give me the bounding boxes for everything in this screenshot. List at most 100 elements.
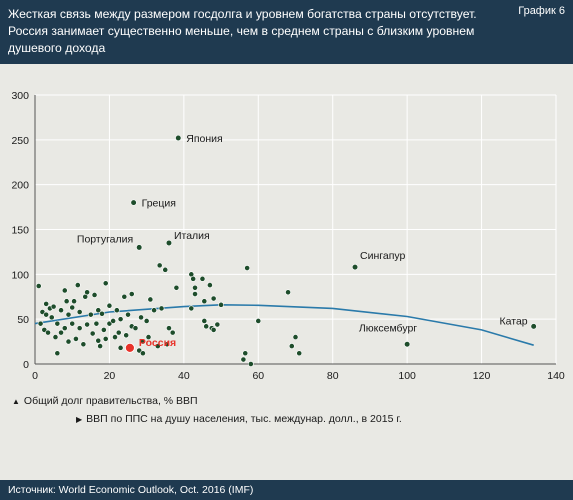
y-tick-label: 150	[11, 225, 29, 237]
data-point	[125, 311, 131, 318]
data-point	[154, 343, 161, 349]
data-point	[201, 298, 208, 305]
x-tick-label: 80	[327, 370, 339, 382]
data-point	[151, 307, 157, 314]
data-point	[50, 303, 57, 310]
data-point	[128, 291, 135, 297]
y-tick-label: 300	[11, 90, 29, 102]
data-point	[207, 282, 213, 288]
data-point	[173, 284, 180, 291]
data-point	[285, 289, 291, 296]
data-point	[43, 311, 50, 318]
x-tick-label: 120	[473, 370, 491, 382]
data-point	[52, 334, 59, 340]
data-point	[43, 301, 50, 307]
data-point	[123, 332, 130, 339]
data-point	[132, 325, 139, 332]
y-tick-label: 100	[11, 269, 29, 281]
x-axis-note-text: ВВП по ППС на душу населения, тыс. между…	[86, 413, 402, 425]
point-label: Япония	[186, 133, 222, 145]
data-point	[113, 307, 120, 314]
source-text: Источник: World Economic Outlook, Oct. 2…	[8, 484, 254, 496]
data-point	[203, 323, 210, 330]
data-point	[145, 334, 152, 340]
data-point	[69, 320, 76, 327]
y-axis-note: ▲ Общий долг правительства, % ВВП	[12, 395, 198, 407]
data-point	[35, 283, 42, 289]
labeled-point	[136, 244, 143, 251]
x-tick-label: 40	[178, 370, 190, 382]
data-point	[58, 329, 64, 336]
data-point	[69, 304, 76, 311]
data-point	[210, 327, 217, 333]
scatter-chart: 0 50 100 150 200 250 300 0 20 40 60 80 100 120 140 Япон…	[11, 90, 565, 382]
source-footer: Источник: World Economic Outlook, Oct. 2…	[0, 480, 573, 500]
chart-header: Жесткая связь между размером госдолга и …	[0, 0, 573, 64]
data-point	[218, 301, 224, 308]
data-point	[199, 275, 206, 282]
data-point	[76, 325, 83, 332]
labeled-point	[351, 264, 359, 271]
data-point	[95, 337, 102, 344]
data-point	[61, 287, 68, 294]
data-point	[74, 282, 81, 288]
data-point	[48, 314, 55, 321]
y-tick-label: 50	[17, 314, 29, 326]
x-tick-label: 60	[252, 370, 264, 382]
data-point	[166, 325, 172, 332]
data-point	[63, 298, 70, 305]
data-point	[61, 325, 68, 332]
data-point	[106, 302, 113, 309]
data-point	[140, 350, 146, 357]
triangle-right-icon: ▶	[76, 415, 83, 424]
data-point	[164, 341, 171, 348]
data-point	[117, 316, 124, 323]
point-label: Португалия	[77, 233, 133, 245]
data-point	[102, 335, 109, 342]
data-point	[93, 320, 100, 327]
data-point	[255, 318, 262, 324]
chart-number-tag: График 6	[518, 5, 565, 17]
data-point	[87, 311, 94, 318]
data-point	[76, 309, 83, 315]
point-label: Италия	[174, 230, 210, 242]
data-point	[244, 265, 251, 271]
x-tick-label: 140	[547, 370, 565, 382]
data-point	[84, 321, 90, 328]
data-point	[73, 335, 79, 342]
data-point	[169, 329, 176, 336]
x-axis-note: ▶ ВВП по ППС на душу населения, тыс. межд…	[76, 413, 402, 425]
data-point	[71, 298, 77, 305]
x-tick-label: 100	[398, 370, 416, 382]
labeled-point	[404, 341, 411, 348]
data-point	[188, 305, 195, 312]
data-point	[140, 338, 146, 345]
data-point	[121, 293, 128, 300]
labeled-point	[165, 239, 173, 247]
data-point	[84, 289, 90, 296]
trend-line	[34, 303, 534, 346]
data-point	[138, 314, 144, 321]
x-tick-label: 0	[32, 370, 38, 382]
data-point	[54, 350, 61, 357]
data-point	[89, 330, 96, 337]
data-point	[37, 320, 44, 327]
data-point	[58, 307, 64, 314]
data-point	[45, 329, 51, 336]
data-point	[190, 275, 197, 282]
data-point	[65, 311, 72, 318]
data-point	[147, 296, 154, 303]
labeled-point	[175, 134, 182, 142]
data-point	[97, 343, 104, 349]
point-label: Катар	[500, 315, 528, 327]
data-point	[112, 334, 118, 340]
data-point	[99, 310, 105, 317]
y-tick-label: 200	[11, 180, 29, 192]
x-tick-label: 20	[104, 370, 116, 382]
data-point	[117, 344, 124, 351]
data-point	[115, 329, 122, 336]
data-point	[210, 295, 217, 302]
data-point	[214, 321, 221, 328]
data-point	[296, 350, 303, 357]
data-point	[201, 318, 208, 324]
